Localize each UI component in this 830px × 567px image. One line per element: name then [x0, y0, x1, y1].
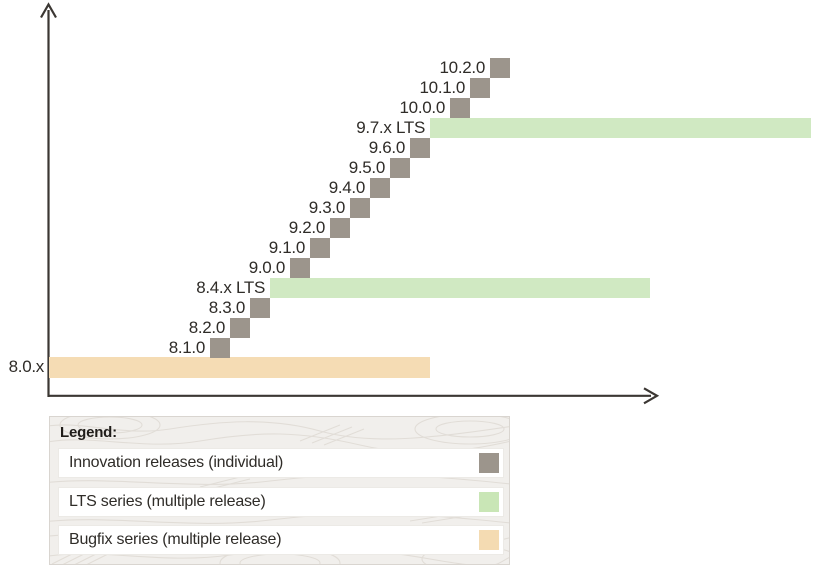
series-bar-lts — [270, 278, 650, 298]
legend-item-label: LTS series (multiple release) — [69, 493, 266, 510]
release-square-innovation — [410, 138, 430, 158]
release-8.0.x: 8.0.x — [0, 357, 830, 378]
release-9.7.x-lts: 9.7.x LTS — [0, 118, 830, 138]
release-square-innovation — [250, 298, 270, 318]
legend: Legend: Innovation releases (individual)… — [49, 416, 510, 565]
release-square-innovation — [290, 258, 310, 278]
release-9.2.0: 9.2.0 — [0, 218, 830, 238]
release-8.1.0: 8.1.0 — [0, 338, 830, 358]
release-label: 9.5.0 — [348, 158, 386, 177]
release-9.3.0: 9.3.0 — [0, 198, 830, 218]
release-square-innovation — [490, 58, 510, 78]
release-label: 9.3.0 — [308, 198, 346, 217]
release-9.4.0: 9.4.0 — [0, 178, 830, 198]
release-label: 8.2.0 — [188, 318, 226, 337]
legend-swatch-lts — [479, 492, 499, 512]
release-9.1.0: 9.1.0 — [0, 238, 830, 258]
release-label: 9.2.0 — [288, 218, 326, 237]
release-square-innovation — [330, 218, 350, 238]
release-8.3.0: 8.3.0 — [0, 298, 830, 318]
release-10.2.0: 10.2.0 — [0, 58, 830, 78]
legend-item-lts: LTS series (multiple release) — [58, 487, 504, 517]
release-square-innovation — [230, 318, 250, 338]
release-label: 10.2.0 — [439, 58, 486, 77]
release-label: 8.0.x — [8, 357, 45, 376]
legend-swatch-innovation — [479, 453, 499, 473]
release-label: 8.3.0 — [208, 298, 246, 317]
release-9.6.0: 9.6.0 — [0, 138, 830, 158]
release-10.0.0: 10.0.0 — [0, 98, 830, 118]
release-label: 8.4.x LTS — [196, 278, 265, 297]
axes — [40, 2, 660, 405]
release-label: 9.7.x LTS — [356, 118, 425, 137]
legend-item-label: Bugfix series (multiple release) — [69, 531, 282, 548]
legend-item-innovation: Innovation releases (individual) — [58, 448, 504, 478]
x-axis-arrowhead-icon — [643, 387, 660, 405]
release-8.2.0: 8.2.0 — [0, 318, 830, 338]
legend-item-bugfix: Bugfix series (multiple release) — [58, 525, 504, 555]
release-square-innovation — [210, 338, 230, 358]
release-label: 9.1.0 — [268, 238, 306, 257]
release-label: 9.6.0 — [368, 138, 406, 157]
release-9.0.0: 9.0.0 — [0, 258, 830, 278]
release-9.5.0: 9.5.0 — [0, 158, 830, 178]
series-bar-bugfix — [49, 357, 430, 378]
legend-title: Legend: — [60, 424, 117, 441]
release-square-innovation — [370, 178, 390, 198]
legend-swatch-bugfix — [479, 530, 499, 550]
release-label: 9.4.0 — [328, 178, 366, 197]
release-square-innovation — [390, 158, 410, 178]
release-square-innovation — [470, 78, 490, 98]
release-label: 8.1.0 — [168, 338, 206, 357]
release-8.4.x-lts: 8.4.x LTS — [0, 278, 830, 298]
release-label: 9.0.0 — [248, 258, 286, 277]
release-square-innovation — [450, 98, 470, 118]
release-square-innovation — [310, 238, 330, 258]
release-label: 10.0.0 — [399, 98, 446, 117]
release-label: 10.1.0 — [419, 78, 466, 97]
y-axis-arrowhead-icon — [40, 2, 57, 19]
release-square-innovation — [350, 198, 370, 218]
legend-item-label: Innovation releases (individual) — [69, 454, 284, 471]
series-bar-lts — [430, 118, 811, 138]
release-10.1.0: 10.1.0 — [0, 78, 830, 98]
